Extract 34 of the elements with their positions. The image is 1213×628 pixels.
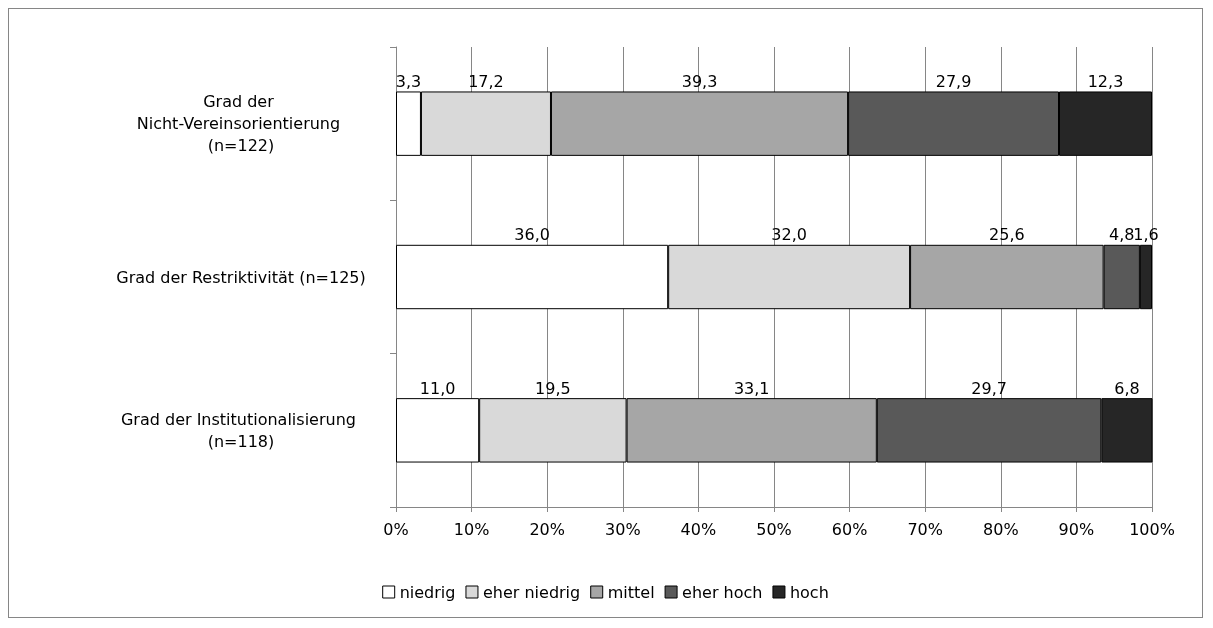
data-label: 19,5 xyxy=(535,378,571,398)
legend-label: niedrig xyxy=(399,582,456,602)
data-label: 27,9 xyxy=(935,71,972,91)
x-tick-label: 60% xyxy=(831,519,868,539)
x-tick-label: 100% xyxy=(1129,519,1175,539)
legend-label: eher hoch xyxy=(682,582,763,602)
x-tick-label: 70% xyxy=(907,519,943,539)
x-tick-label: 0% xyxy=(383,519,409,539)
data-label: 12,3 xyxy=(1087,71,1124,91)
data-label: 11,0 xyxy=(419,378,456,398)
data-label: 17,2 xyxy=(468,71,504,91)
data-label: 1,6 xyxy=(1133,225,1159,245)
y-tick-label: Grad der Nicht-Vereinsorientierung (n=122) xyxy=(136,92,346,156)
x-tick-label: 30% xyxy=(605,519,641,539)
data-label: 29,7 xyxy=(971,378,1007,398)
legend-label: hoch xyxy=(789,582,829,602)
legend-label: mittel xyxy=(607,582,655,602)
x-tick-label: 90% xyxy=(1058,519,1095,539)
x-tick-label: 50% xyxy=(756,519,792,539)
x-tick-label: 10% xyxy=(453,519,490,539)
data-label: 33,1 xyxy=(733,378,770,398)
x-tick-label: 80% xyxy=(983,519,1019,539)
data-label: 3,3 xyxy=(395,71,422,91)
x-tick-label: 20% xyxy=(529,519,565,539)
data-label: 25,6 xyxy=(989,225,1025,245)
data-label: 39,3 xyxy=(681,71,718,91)
y-tick-label: Grad der Institutionalisierung (n=118) xyxy=(120,409,362,451)
data-label: 4,8 xyxy=(1109,225,1135,245)
data-label: 6,8 xyxy=(1114,378,1140,398)
legend-label: eher niedrig xyxy=(482,582,581,602)
data-label: 36,0 xyxy=(514,225,550,245)
y-tick-label: Grad der Restriktivität (n=125) xyxy=(116,267,366,287)
x-tick-label: 40% xyxy=(680,519,717,539)
data-label: 32,0 xyxy=(771,225,807,245)
